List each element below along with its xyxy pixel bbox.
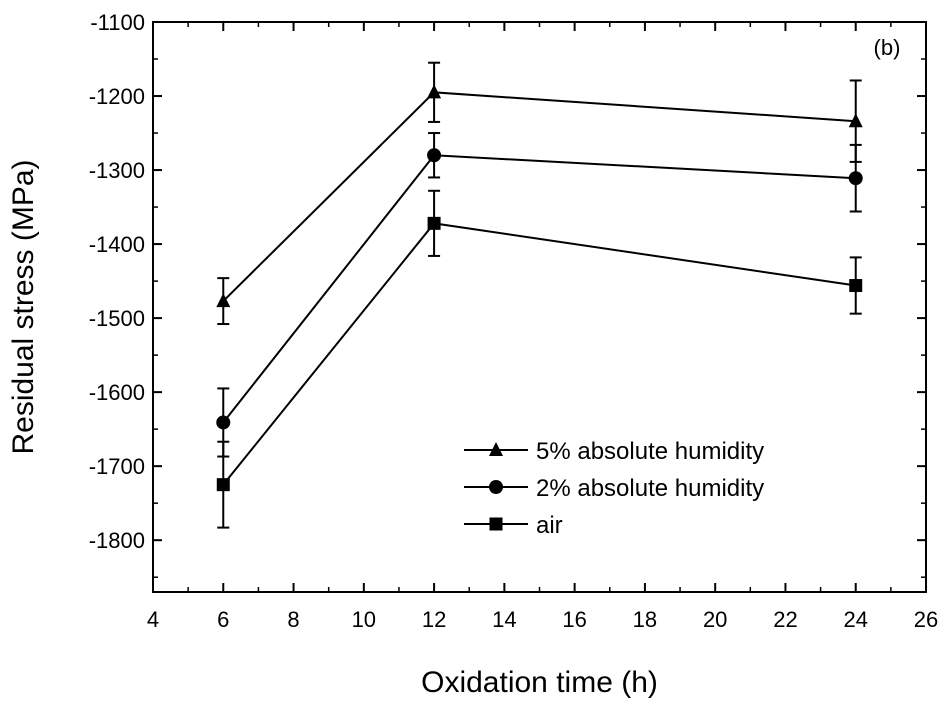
x-tick-label: 16: [562, 607, 586, 632]
legend-label: 2% absolute humidity: [536, 475, 764, 502]
x-tick-label: 24: [843, 607, 867, 632]
data-point: [427, 84, 442, 99]
y-tick-label: -1800: [89, 528, 145, 553]
data-point: [849, 279, 863, 293]
x-axis-title: Oxidation time (h): [421, 666, 658, 699]
legend-marker: [489, 442, 503, 456]
data-point: [427, 148, 442, 163]
x-tick-label: 10: [352, 607, 376, 632]
data-point: [427, 216, 441, 230]
legend-marker: [489, 517, 503, 531]
y-tick-label: -1300: [89, 158, 145, 183]
y-tick-label: -1100: [90, 10, 145, 35]
y-tick-label: -1700: [89, 454, 145, 479]
series-line: [222, 91, 856, 302]
plot-frame: [152, 21, 927, 593]
y-tick-label: -1200: [89, 84, 145, 109]
x-tick-label: 14: [492, 607, 516, 632]
y-tick-label: -1400: [89, 232, 145, 257]
series-air: [216, 189, 863, 529]
y-axis-title: Residual stress (MPa): [7, 159, 40, 454]
series-2pct: [216, 132, 863, 458]
x-tick-label: 20: [703, 607, 727, 632]
legend-marker: [489, 480, 503, 494]
x-tick-label: 4: [147, 607, 159, 632]
legend-entry: air: [464, 512, 563, 539]
data-point: [848, 171, 863, 186]
legend-entry: 5% absolute humidity: [464, 438, 764, 465]
x-tick-label: 6: [217, 607, 229, 632]
data-point: [848, 113, 863, 128]
x-tick-label: 12: [422, 607, 446, 632]
legend-entry: 2% absolute humidity: [464, 475, 764, 502]
legend: 5% absolute humidity 2% absolute humidity…: [464, 438, 764, 539]
x-tick-label: 8: [287, 607, 299, 632]
x-tick-label: 26: [914, 607, 938, 632]
series-5pct: [216, 61, 863, 326]
x-tick-label: 18: [633, 607, 657, 632]
legend-label: air: [536, 512, 563, 539]
data-point: [216, 415, 231, 430]
data-point: [216, 293, 231, 308]
axes: [152, 21, 927, 593]
panel-label: (b): [874, 35, 901, 60]
ticks: 4 6 8 10 12 14 16 18 20 22 24 26 -1800 -1700 -1600 -150…: [89, 10, 939, 632]
series: [216, 61, 863, 529]
y-tick-label: -1600: [89, 380, 145, 405]
y-tick-label: -1500: [89, 306, 145, 331]
series-line: [222, 154, 856, 424]
legend-label: 5% absolute humidity: [536, 438, 764, 465]
x-tick-label: 22: [773, 607, 797, 632]
data-point: [216, 478, 230, 492]
